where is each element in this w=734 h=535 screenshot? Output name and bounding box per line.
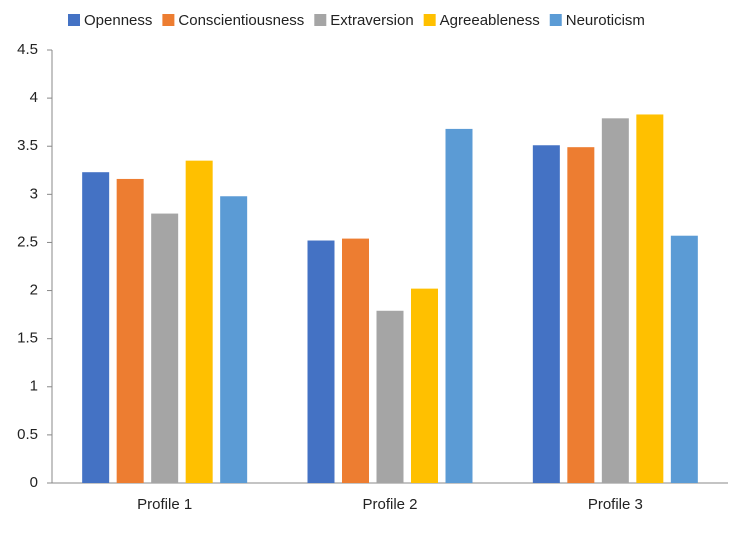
bar: [376, 310, 404, 483]
legend-label: Conscientiousness: [178, 12, 304, 29]
bar: [567, 147, 595, 483]
bar: [411, 288, 438, 483]
y-tick-label: 1: [30, 378, 38, 395]
legend-label: Neuroticism: [566, 12, 645, 29]
x-tick-label: Profile 1: [137, 496, 192, 513]
legend-swatch: [162, 14, 175, 26]
bar: [82, 172, 110, 484]
y-tick-label: 2.5: [17, 233, 38, 250]
y-tick-label: 1.5: [17, 330, 38, 347]
bar: [532, 145, 560, 483]
bar: [151, 213, 179, 484]
y-tick-label: 2: [30, 282, 38, 299]
bar: [636, 114, 664, 484]
bar: [116, 178, 144, 483]
x-tick-label: Profile 2: [362, 496, 417, 513]
x-tick-label: Profile 3: [588, 496, 643, 513]
y-tick-label: 3.5: [17, 137, 38, 154]
bar: [601, 118, 629, 483]
y-tick-label: 4: [30, 89, 38, 106]
bar: [670, 235, 698, 483]
bar: [185, 160, 213, 483]
bar: [307, 240, 335, 483]
y-tick-label: 3: [30, 185, 38, 202]
legend-swatch: [423, 14, 436, 26]
y-tick-label: 4.5: [17, 41, 38, 58]
y-tick-label: 0.5: [17, 426, 38, 443]
bar: [220, 196, 248, 483]
legend-swatch: [314, 14, 327, 26]
legend-swatch: [549, 14, 562, 26]
bar: [342, 238, 369, 483]
y-tick-label: 0: [30, 474, 38, 491]
legend-label: Extraversion: [330, 12, 413, 29]
bar: [445, 128, 473, 483]
legend-swatch: [68, 14, 80, 26]
legend-label: Agreeableness: [440, 12, 540, 29]
legend-label: Openness: [84, 12, 152, 29]
